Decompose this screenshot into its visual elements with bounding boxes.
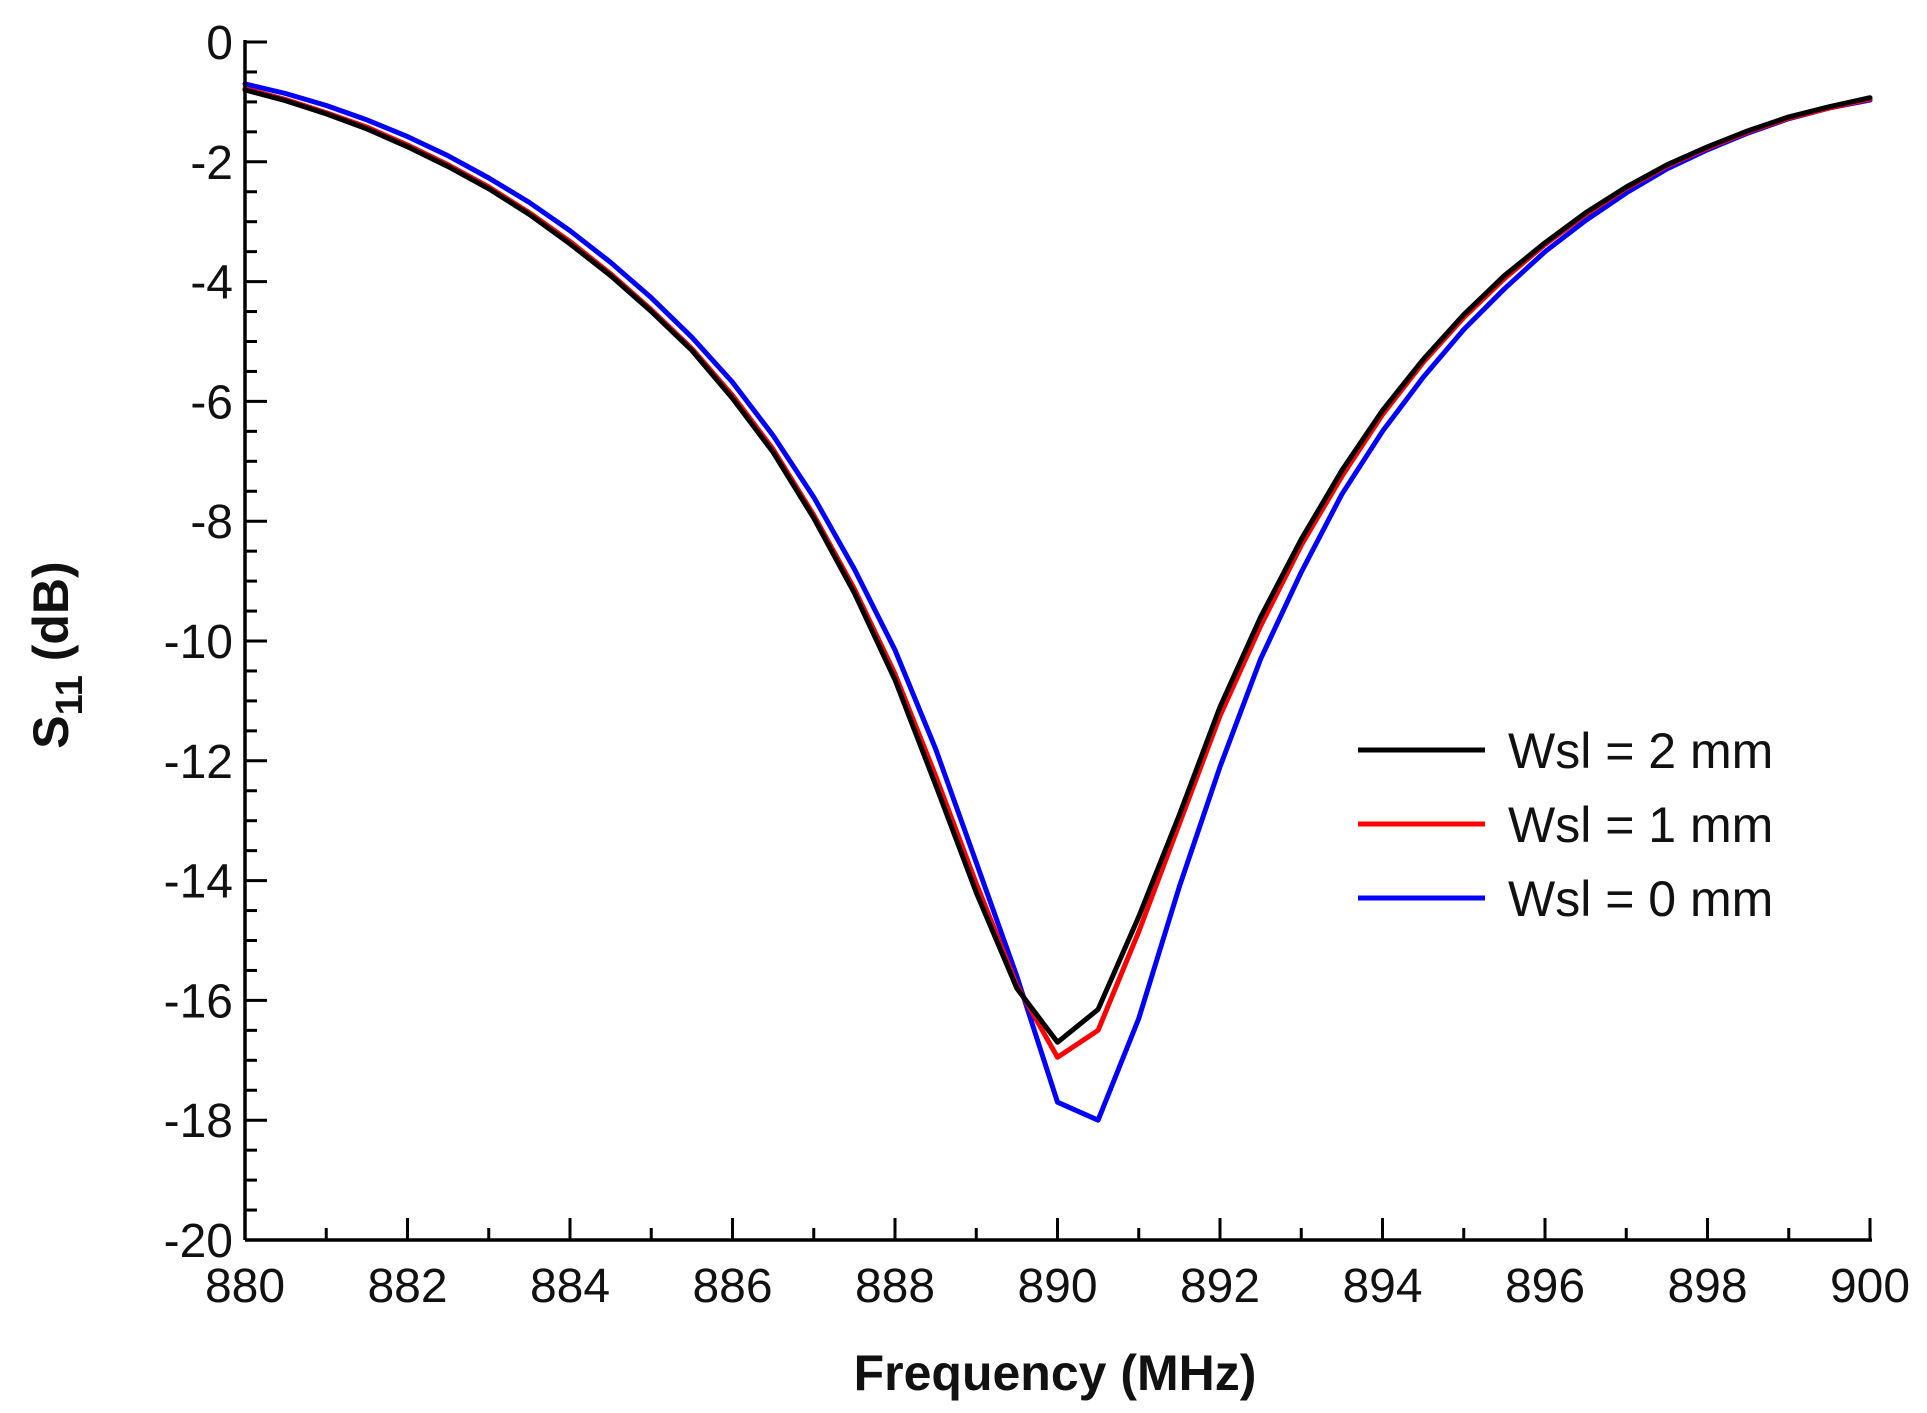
y-axis-title-subscript: 11 <box>49 675 91 715</box>
series-line-3 <box>242 81 1873 1123</box>
series-line-1 <box>242 87 1873 1045</box>
y-tick-label: -4 <box>190 257 233 310</box>
x-tick-label: 896 <box>1505 1260 1585 1313</box>
y-tick-label: -18 <box>164 1095 233 1148</box>
legend: Wsl = 2 mm Wsl = 1 mm Wsl = 0 mm <box>1358 723 1773 927</box>
y-tick-label: -12 <box>164 736 233 789</box>
series-layer <box>242 81 1873 1123</box>
y-axis-title: S11 (dB) <box>23 561 91 748</box>
x-tick-label: 880 <box>205 1260 285 1313</box>
y-tick-label: -14 <box>164 856 233 909</box>
x-tick-label: 898 <box>1667 1260 1747 1313</box>
y-tick-label: -16 <box>164 975 233 1028</box>
tick-layer <box>243 40 1872 1242</box>
y-axis-title-main: S <box>23 715 79 748</box>
tick-label-layer: 880 882 884 886 888 890 892 894 896 898 900 0 -2 -4 -6… <box>164 17 1910 1313</box>
x-tick-label: 882 <box>367 1260 447 1313</box>
y-tick-label: -6 <box>190 376 233 429</box>
y-tick-label: -20 <box>164 1215 233 1268</box>
y-tick-label: -8 <box>190 496 233 549</box>
y-tick-label: -10 <box>164 616 233 669</box>
legend-label-1: Wsl = 2 mm <box>1508 723 1773 779</box>
legend-label-2: Wsl = 1 mm <box>1508 797 1773 853</box>
x-tick-label: 894 <box>1342 1260 1422 1313</box>
x-tick-label: 892 <box>1180 1260 1260 1313</box>
y-axis-title-unit: (dB) <box>23 561 79 675</box>
axes-layer <box>243 40 1872 1242</box>
x-tick-label: 888 <box>855 1260 935 1313</box>
x-tick-label: 900 <box>1830 1260 1910 1313</box>
y-tick-label: -2 <box>190 137 233 190</box>
x-tick-label: 890 <box>1017 1260 1097 1313</box>
x-tick-label: 886 <box>692 1260 772 1313</box>
x-axis-title: Frequency (MHz) <box>854 1345 1257 1401</box>
legend-label-3: Wsl = 0 mm <box>1508 871 1773 927</box>
y-tick-label: 0 <box>206 17 233 70</box>
x-tick-label: 884 <box>530 1260 610 1313</box>
